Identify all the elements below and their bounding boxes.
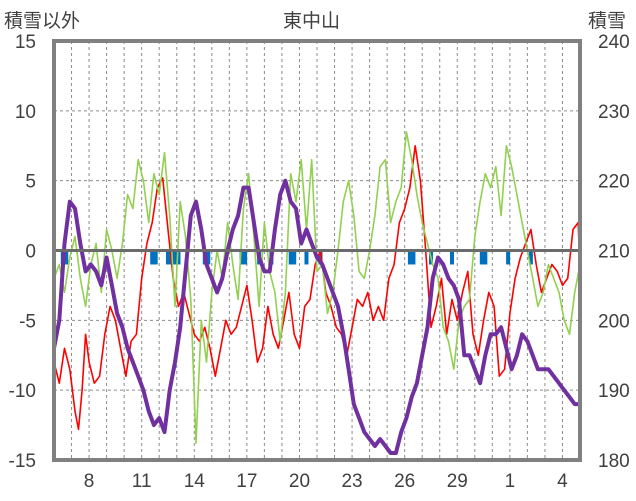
series-lines bbox=[52, 131, 581, 455]
left-tick-label: 0 bbox=[25, 242, 36, 263]
right-tick-label: 220 bbox=[598, 172, 630, 193]
x-tick-label: 4 bbox=[557, 471, 568, 492]
chart-title: 東中山 bbox=[283, 10, 341, 32]
right-tick-label: 200 bbox=[598, 311, 630, 332]
snowfall-bar bbox=[407, 250, 412, 265]
left-tick-label: -5 bbox=[19, 311, 36, 332]
x-tick-label: 20 bbox=[289, 471, 310, 492]
x-tick-label: 26 bbox=[394, 471, 415, 492]
snowfall-bar bbox=[64, 250, 69, 265]
snowfall-bar bbox=[450, 250, 455, 265]
right-axis-title: 積雪 bbox=[588, 10, 627, 32]
x-tick-label: 1 bbox=[505, 471, 516, 492]
snowfall-bar bbox=[304, 250, 309, 265]
snowfall-bar bbox=[165, 250, 170, 265]
plot-frame bbox=[52, 39, 582, 462]
x-axis-ticks: 8 11 14 17 20 23 26 29 1 4 bbox=[84, 471, 568, 492]
snowfall-bar bbox=[243, 250, 248, 265]
right-axis-ticks: 240 230 220 210 200 190 180 bbox=[598, 32, 630, 472]
snowfall-bar bbox=[176, 250, 181, 265]
right-tick-label: 240 bbox=[598, 32, 630, 53]
snowfall-bar bbox=[288, 250, 293, 265]
left-tick-label: -15 bbox=[9, 451, 36, 472]
snowfall-bar bbox=[150, 250, 155, 265]
snowfall-bar bbox=[153, 250, 158, 265]
left-tick-label: 15 bbox=[15, 32, 36, 53]
left-axis-ticks: 15 10 5 0 -5 -10 -15 bbox=[9, 32, 36, 472]
series-line-purple bbox=[52, 178, 580, 455]
snowfall-bar bbox=[239, 250, 244, 265]
x-tick-label: 8 bbox=[84, 471, 95, 492]
snowfall-bar bbox=[172, 250, 177, 265]
right-tick-label: 190 bbox=[598, 381, 630, 402]
left-tick-label: 10 bbox=[15, 102, 36, 123]
left-axis-title: 積雪以外 bbox=[4, 10, 81, 32]
left-tick-label: -10 bbox=[9, 381, 36, 402]
series-line-red bbox=[53, 145, 581, 431]
snowfall-bar bbox=[206, 250, 211, 265]
x-tick-label: 17 bbox=[236, 471, 257, 492]
x-tick-label: 14 bbox=[184, 471, 206, 492]
x-tick-label: 23 bbox=[341, 471, 362, 492]
series-line-green bbox=[53, 131, 581, 445]
x-tick-label: 29 bbox=[447, 471, 468, 492]
right-tick-label: 180 bbox=[598, 451, 630, 472]
snowfall-bar bbox=[483, 250, 488, 265]
snowfall-bar bbox=[506, 250, 511, 265]
snowfall-bars bbox=[60, 250, 533, 265]
left-tick-label: 5 bbox=[25, 172, 36, 193]
snowfall-bar bbox=[411, 250, 416, 265]
snowfall-bar bbox=[528, 250, 533, 265]
right-tick-label: 230 bbox=[598, 102, 630, 123]
x-tick-label: 11 bbox=[132, 471, 152, 492]
right-tick-label: 210 bbox=[598, 242, 630, 263]
snowfall-bar bbox=[479, 250, 484, 265]
snowfall-bar bbox=[292, 250, 297, 265]
snowfall-bar bbox=[318, 250, 323, 265]
